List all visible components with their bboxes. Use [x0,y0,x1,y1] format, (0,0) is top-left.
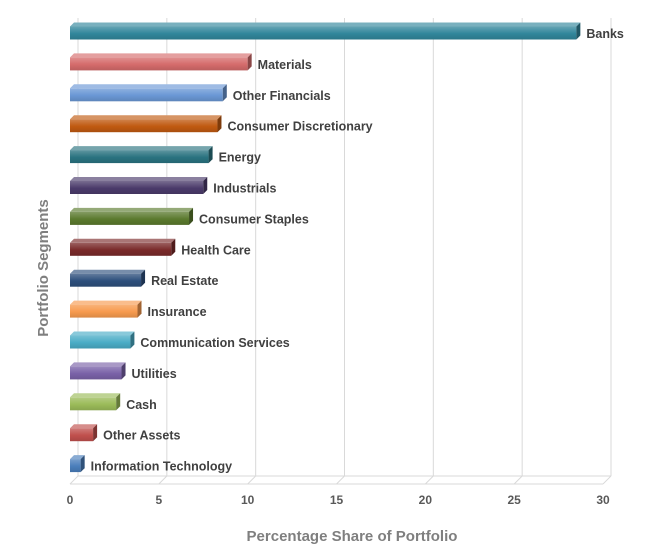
x-tick-label: 30 [596,493,610,507]
bar-side-face [576,22,581,40]
bar-top-face [70,22,581,27]
bar-front-face [70,211,190,225]
bar-top-face [70,362,126,367]
bar-side-face [93,424,98,442]
gridline-floor [602,475,612,485]
gridline-floor [336,475,345,485]
bar [70,238,176,256]
bar-top-face [70,331,135,336]
bar-top-face [70,238,176,243]
category-label: Banks [586,27,624,41]
bar [70,115,222,133]
x-tick-label: 20 [419,493,433,507]
bar-front-face [70,181,204,194]
bar-front-face [70,304,138,318]
bar-front-face [70,242,172,256]
bars [70,22,581,473]
bar-front-face [70,88,223,102]
bar [70,300,142,318]
bar-front-face [70,428,94,442]
bar-front-face [70,150,209,164]
bar-side-face [116,393,121,411]
bar-side-face [222,84,227,102]
bar-top-face [70,53,252,58]
bar-side-face [141,269,146,287]
gridline-floor [247,475,257,485]
bar-front-face [70,273,142,287]
gridline-floor [69,475,79,485]
bar-top-face [70,424,98,429]
bar-top-face [70,177,208,181]
bar [70,424,98,442]
category-label: Consumer Staples [199,212,309,226]
gridline-floor [158,475,168,485]
bar-front-face [70,366,122,380]
category-label: Health Care [181,243,251,257]
bar-front-face [70,459,81,473]
bar-top-face [70,300,142,305]
bar-side-face [247,53,252,71]
bar [70,84,227,102]
bar-side-face [130,331,135,349]
category-label: Energy [219,151,261,165]
bar [70,269,146,287]
x-tick-label: 5 [155,493,162,507]
bar-top-face [70,146,213,151]
x-tick-label: 0 [67,493,74,507]
bar-side-face [208,146,213,164]
category-label: Utilities [132,367,177,381]
category-label: Information Technology [91,460,232,474]
bar-side-face [80,455,85,473]
bar-top-face [70,84,227,89]
bar-side-face [203,177,208,194]
category-label: Cash [126,398,157,412]
y-axis-title: Portfolio Segments [35,199,52,337]
category-label: Other Financials [233,89,331,103]
bar-side-face [189,207,194,225]
bar [70,331,135,349]
bar-front-face [70,26,577,40]
bar [70,455,85,473]
category-label: Consumer Discretionary [227,120,372,134]
bar-side-face [137,300,142,318]
bar [70,22,581,40]
bar-front-face [70,57,248,71]
bar-front-face [70,335,131,349]
bar-front-face [70,119,218,133]
x-tick-label: 25 [507,493,521,507]
category-label: Other Assets [103,429,180,443]
bar [70,177,208,194]
bar-top-face [70,115,222,120]
bar-front-face [70,397,117,411]
bar-top-face [70,393,121,398]
x-axis-title: Percentage Share of Portfolio [247,528,458,545]
bar-top-face [70,207,194,212]
category-labels: Banks Materials Other Financials Consumer D… [91,27,624,474]
bar [70,207,194,225]
bar-top-face [70,455,85,460]
category-label: Real Estate [151,274,218,288]
bar [70,393,121,411]
bar [70,362,126,380]
x-tick-label: 10 [241,493,255,507]
bar-side-face [217,115,222,133]
gridline-floor [513,475,523,485]
bar-side-face [121,362,126,380]
bar-top-face [70,269,146,274]
x-tick-labels: 0 5 10 15 20 25 30 [67,493,610,507]
category-label: Insurance [148,305,207,319]
gridline-floor [424,475,434,485]
bar [70,53,252,71]
category-label: Communication Services [140,336,289,350]
bar-side-face [171,238,176,256]
bar [70,146,213,164]
x-tick-label: 15 [330,493,344,507]
category-label: Industrials [213,182,276,196]
category-label: Materials [258,58,312,72]
